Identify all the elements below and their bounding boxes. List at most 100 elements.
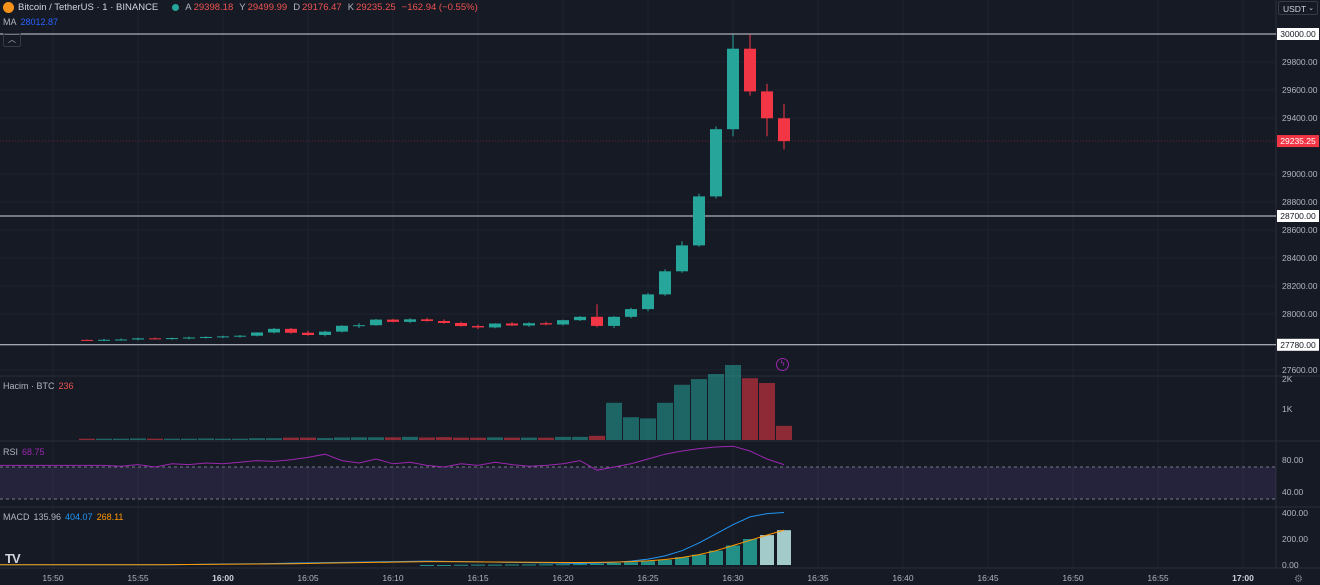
candle-body[interactable] [642, 294, 654, 310]
volume-bar[interactable] [470, 437, 486, 440]
macd-histogram-bar[interactable] [726, 545, 740, 566]
volume-bar[interactable] [538, 437, 554, 440]
volume-bar[interactable] [317, 438, 333, 440]
volume-bar[interactable] [385, 437, 401, 440]
macd-histogram-bar[interactable] [488, 564, 502, 566]
candle-body[interactable] [693, 196, 705, 246]
volume-bar[interactable] [657, 402, 673, 440]
candle-body[interactable] [506, 323, 518, 326]
candle-body[interactable] [557, 320, 569, 325]
macd-histogram-bar[interactable] [573, 564, 587, 566]
volume-bar[interactable] [249, 438, 265, 440]
volume-bar[interactable] [419, 437, 435, 440]
macd-histogram-bar[interactable] [658, 559, 672, 565]
volume-bar[interactable] [266, 438, 282, 440]
macd-legend[interactable]: MACD 135.96 404.07 268.11 [3, 512, 123, 522]
candle-body[interactable] [115, 339, 127, 341]
volume-bar[interactable] [113, 438, 129, 440]
macd-histogram-bar[interactable] [539, 564, 553, 566]
volume-bar[interactable] [198, 438, 214, 440]
candle-body[interactable] [710, 129, 722, 197]
candle-body[interactable] [370, 319, 382, 326]
flash-icon[interactable]: ϟ [776, 358, 789, 371]
candle-body[interactable] [251, 332, 263, 336]
candle-body[interactable] [778, 118, 790, 142]
candle-body[interactable] [166, 338, 178, 340]
volume-bar[interactable] [572, 436, 588, 440]
volume-bar[interactable] [487, 437, 503, 440]
tradingview-logo-icon[interactable]: TV [5, 551, 21, 566]
candle-body[interactable] [183, 337, 195, 339]
candle-body[interactable] [319, 331, 331, 335]
symbol-title[interactable]: Bitcoin / TetherUS · 1 · BINANCE [18, 1, 159, 13]
volume-bar[interactable] [96, 438, 112, 440]
volume-bar[interactable] [402, 436, 418, 440]
volume-bar[interactable] [708, 374, 724, 440]
candle-body[interactable] [217, 336, 229, 338]
volume-bar[interactable] [776, 425, 792, 440]
macd-histogram-bar[interactable] [454, 564, 468, 566]
volume-bar[interactable] [164, 438, 180, 440]
volume-bar[interactable] [555, 436, 571, 440]
macd-histogram-bar[interactable] [675, 557, 689, 565]
candle-body[interactable] [472, 326, 484, 328]
candle-body[interactable] [591, 316, 603, 326]
ma-legend[interactable]: MA 28012.87 [3, 17, 58, 27]
macd-histogram-bar[interactable] [522, 564, 536, 566]
macd-histogram-bar[interactable] [590, 563, 604, 565]
candle-body[interactable] [489, 323, 501, 328]
rsi-legend[interactable]: RSI 68.75 [3, 447, 45, 457]
macd-histogram-bar[interactable] [743, 539, 757, 565]
gear-icon[interactable]: ⚙ [1294, 574, 1303, 585]
candle-body[interactable] [608, 316, 620, 326]
macd-histogram-bar[interactable] [471, 564, 485, 566]
collapse-indicators-button[interactable]: ︿ [3, 33, 21, 47]
candle-body[interactable] [353, 325, 365, 327]
currency-select[interactable]: USDT ⌄ [1278, 1, 1318, 15]
candle-body[interactable] [744, 48, 756, 92]
candle-body[interactable] [540, 323, 552, 325]
candle-body[interactable] [302, 332, 314, 335]
candle-body[interactable] [98, 339, 110, 341]
volume-bar[interactable] [368, 437, 384, 440]
volume-bar[interactable] [589, 435, 605, 440]
macd-histogram-bar[interactable] [641, 561, 655, 565]
macd-histogram-bar[interactable] [760, 535, 774, 565]
volume-bar[interactable] [521, 437, 537, 440]
candle-body[interactable] [404, 319, 416, 322]
volume-bar[interactable] [725, 365, 741, 440]
macd-histogram-bar[interactable] [777, 530, 791, 565]
candle-body[interactable] [523, 323, 535, 326]
volume-bar[interactable] [606, 402, 622, 440]
candle-body[interactable] [200, 336, 212, 338]
candle-body[interactable] [149, 338, 161, 340]
volume-bar[interactable] [181, 438, 197, 440]
volume-bar[interactable] [436, 437, 452, 440]
volume-bar[interactable] [334, 437, 350, 440]
candle-body[interactable] [421, 319, 433, 321]
candle-body[interactable] [727, 48, 739, 130]
volume-bar[interactable] [691, 379, 707, 440]
candle-body[interactable] [625, 309, 637, 317]
volume-bar[interactable] [640, 418, 656, 440]
volume-legend[interactable]: Hacim · BTC 236 [3, 381, 74, 391]
volume-bar[interactable] [504, 437, 520, 440]
volume-bar[interactable] [300, 437, 316, 440]
candle-body[interactable] [387, 319, 399, 322]
macd-histogram-bar[interactable] [505, 564, 519, 566]
volume-bar[interactable] [742, 378, 758, 440]
candle-body[interactable] [455, 322, 467, 327]
volume-bar[interactable] [283, 437, 299, 440]
volume-bar[interactable] [351, 437, 367, 440]
volume-bar[interactable] [147, 438, 163, 440]
candle-body[interactable] [761, 91, 773, 119]
candle-body[interactable] [438, 321, 450, 323]
candle-body[interactable] [268, 328, 280, 333]
macd-histogram-bar[interactable] [437, 565, 451, 566]
candle-body[interactable] [676, 245, 688, 272]
volume-bar[interactable] [453, 437, 469, 440]
candle-body[interactable] [574, 316, 586, 321]
volume-bar[interactable] [232, 438, 248, 440]
